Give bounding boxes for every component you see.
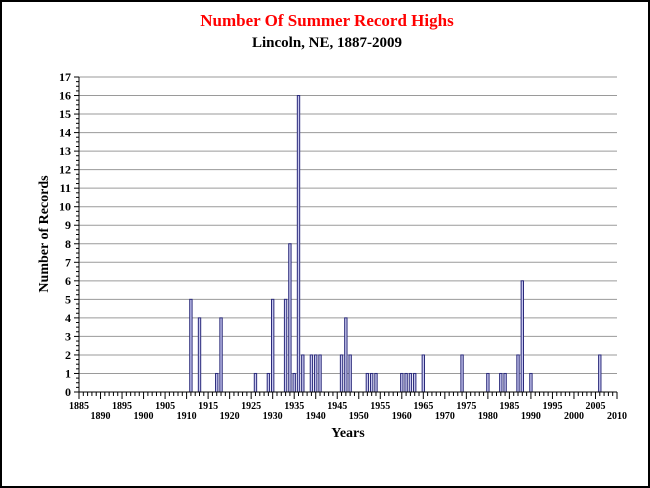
bar (369, 372, 374, 393)
x-tick-label: 1935 (284, 401, 304, 412)
bar (529, 372, 533, 393)
y-tick-label: 9 (65, 218, 71, 232)
bar (408, 372, 413, 393)
x-tick-label: 1980 (478, 411, 498, 422)
x-tick-label: 1975 (456, 401, 476, 412)
x-tick-label: 2000 (564, 411, 584, 422)
y-tick-label: 3 (65, 329, 71, 343)
grid-lines (79, 76, 617, 374)
bar (296, 95, 301, 393)
y-tick-label: 5 (65, 292, 71, 306)
bar (253, 372, 258, 393)
y-tick-label: 15 (59, 107, 71, 121)
x-tick-label: 1985 (499, 401, 519, 412)
bar (318, 354, 322, 393)
bar (503, 372, 507, 393)
y-tick-label: 11 (60, 181, 71, 195)
y-tick-label: 10 (59, 200, 71, 214)
x-tick-label: 1965 (413, 401, 433, 412)
x-tick-label: 1960 (392, 411, 412, 422)
bar (344, 317, 348, 393)
x-tick-label: 1925 (241, 401, 261, 412)
bar (486, 372, 490, 393)
chart-subtitle: Lincoln, NE, 1887-2009 (252, 35, 402, 51)
bar (460, 354, 464, 393)
bar (270, 298, 275, 393)
bar (292, 372, 296, 393)
y-tick-label: 6 (65, 274, 71, 288)
y-tick-label: 8 (65, 237, 71, 251)
x-tick-label: 1970 (435, 411, 455, 422)
bar (266, 372, 271, 393)
x-tick-label: 1940 (306, 411, 326, 422)
bar (348, 354, 352, 393)
x-tick-label: 1885 (69, 401, 89, 412)
bar (283, 298, 288, 393)
bar (400, 372, 404, 393)
x-tick-label: 1990 (521, 411, 541, 422)
bar (499, 372, 503, 393)
y-tick-label: 12 (59, 163, 71, 177)
bar (374, 372, 378, 393)
x-axis-label: Years (331, 426, 365, 441)
y-tick-label: 0 (65, 385, 71, 399)
x-tick-label: 2010 (607, 411, 627, 422)
bar (516, 354, 520, 393)
x-tick-label: 1905 (155, 401, 175, 412)
x-tick-label: 1995 (542, 401, 562, 412)
x-tick-label: 1900 (134, 411, 154, 422)
bar (309, 354, 314, 393)
x-tick-label: 1950 (349, 411, 369, 422)
bar (598, 354, 602, 393)
y-tick-label: 1 (65, 366, 71, 380)
bar (421, 354, 426, 393)
y-axis-label: Number of Records (37, 175, 52, 293)
x-tick-label: 2005 (585, 401, 605, 412)
bar (339, 354, 344, 393)
y-tick-label: 13 (59, 144, 71, 158)
y-tick-label: 7 (65, 255, 71, 269)
bar (288, 243, 292, 393)
chart-title: Number Of Summer Record Highs (200, 11, 454, 30)
x-tick-label: 1910 (177, 411, 197, 422)
bar (365, 372, 370, 393)
axes (74, 76, 618, 399)
x-tick-label: 1895 (112, 401, 132, 412)
y-tick-label: 16 (59, 89, 71, 103)
y-tick-label: 4 (65, 311, 71, 325)
bar (301, 354, 305, 393)
x-tick-label: 1955 (370, 401, 390, 412)
bar (520, 280, 524, 393)
bar (197, 317, 202, 393)
y-tick-label: 2 (65, 348, 71, 362)
y-tick-label: 14 (59, 126, 71, 140)
x-tick-label: 1920 (220, 411, 240, 422)
bar (189, 298, 193, 393)
x-tick-label: 1930 (263, 411, 283, 422)
bar (314, 354, 318, 393)
x-tick-label: 1945 (327, 401, 347, 412)
bar (413, 372, 417, 393)
x-tick-label: 1890 (91, 411, 111, 422)
bar (219, 317, 223, 393)
y-tick-label: 17 (59, 70, 71, 84)
bar (215, 372, 219, 393)
x-tick-label: 1915 (198, 401, 218, 412)
bar (404, 372, 408, 393)
